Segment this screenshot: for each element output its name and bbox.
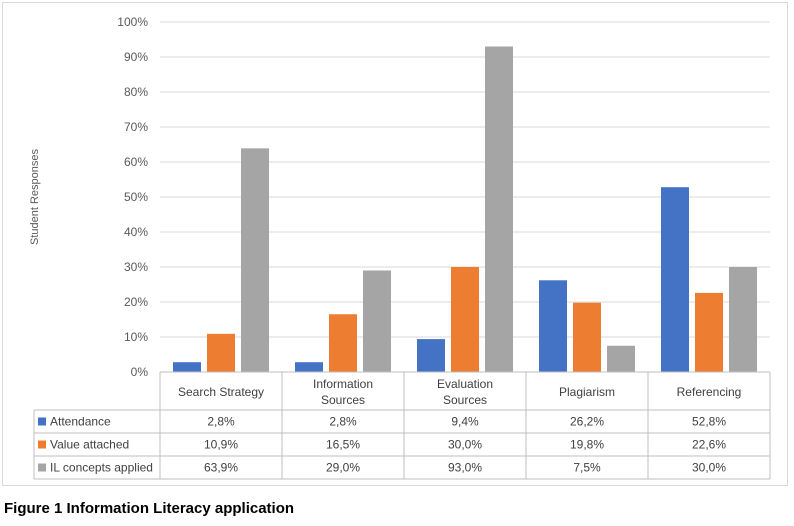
- bar-attendance: [661, 187, 689, 372]
- x-category-label: Plagiarism: [559, 385, 615, 399]
- data-label: 10,9%: [204, 438, 238, 452]
- data-label: 16,5%: [326, 438, 360, 452]
- data-label: 2,8%: [329, 415, 357, 429]
- x-category-label: Sources: [443, 393, 487, 407]
- bar-il-concepts-applied: [607, 345, 635, 372]
- x-category-label: Information: [313, 377, 373, 391]
- bar-value-attached: [573, 302, 601, 372]
- bar-attendance: [417, 339, 445, 372]
- data-label: 7,5%: [573, 461, 601, 475]
- chart-frame: [2, 2, 788, 486]
- legend-key: [38, 417, 46, 426]
- y-tick-label: 50%: [124, 190, 148, 204]
- y-tick-label: 30%: [124, 260, 148, 274]
- bar-value-attached: [329, 314, 357, 372]
- bar-chart: 0% 10% 20% 30% 40% 50% 60% 70% 80% 90% 100% Student…: [29, 15, 771, 480]
- bar-il-concepts-applied: [363, 270, 391, 372]
- bar-il-concepts-applied: [729, 267, 757, 372]
- data-label: 30,0%: [448, 438, 482, 452]
- data-label: 63,9%: [204, 461, 238, 475]
- data-label: 93,0%: [448, 461, 482, 475]
- legend-key: [38, 463, 46, 472]
- y-axis-title: Student Responses: [29, 148, 41, 245]
- x-category-label: Search Strategy: [178, 385, 264, 399]
- x-category-label: Referencing: [677, 385, 742, 399]
- data-label: 52,8%: [692, 415, 726, 429]
- data-label: 30,0%: [692, 461, 726, 475]
- data-label: 29,0%: [326, 461, 360, 475]
- y-tick-label: 90%: [124, 50, 148, 64]
- y-tick-label: 40%: [124, 225, 148, 239]
- x-category-label: Evaluation: [437, 377, 493, 391]
- y-tick-label: 0%: [131, 365, 149, 379]
- bar-value-attached: [451, 267, 479, 372]
- bar-il-concepts-applied: [485, 46, 513, 372]
- y-tick-label: 20%: [124, 295, 148, 309]
- x-category-label: Sources: [321, 393, 365, 407]
- bar-attendance: [173, 362, 201, 372]
- legend-label: IL concepts applied: [50, 461, 153, 475]
- y-tick-label: 80%: [124, 85, 148, 99]
- data-label: 22,6%: [692, 438, 726, 452]
- y-tick-label: 100%: [117, 15, 148, 29]
- y-tick-label: 10%: [124, 330, 148, 344]
- bar-value-attached: [207, 333, 235, 372]
- bar-value-attached: [695, 292, 723, 372]
- data-label: 2,8%: [207, 415, 235, 429]
- figure-caption: Figure 1 Information Literacy applicatio…: [4, 500, 295, 517]
- data-label: 19,8%: [570, 438, 604, 452]
- data-label: 26,2%: [570, 415, 604, 429]
- bar-il-concepts-applied: [241, 148, 269, 372]
- legend-key: [38, 440, 46, 449]
- legend-label: Attendance: [50, 415, 111, 429]
- bar-attendance: [539, 280, 567, 372]
- bar-attendance: [295, 362, 323, 372]
- y-tick-label: 60%: [124, 155, 148, 169]
- data-label: 9,4%: [451, 415, 479, 429]
- legend-label: Value attached: [50, 438, 129, 452]
- y-tick-label: 70%: [124, 120, 148, 134]
